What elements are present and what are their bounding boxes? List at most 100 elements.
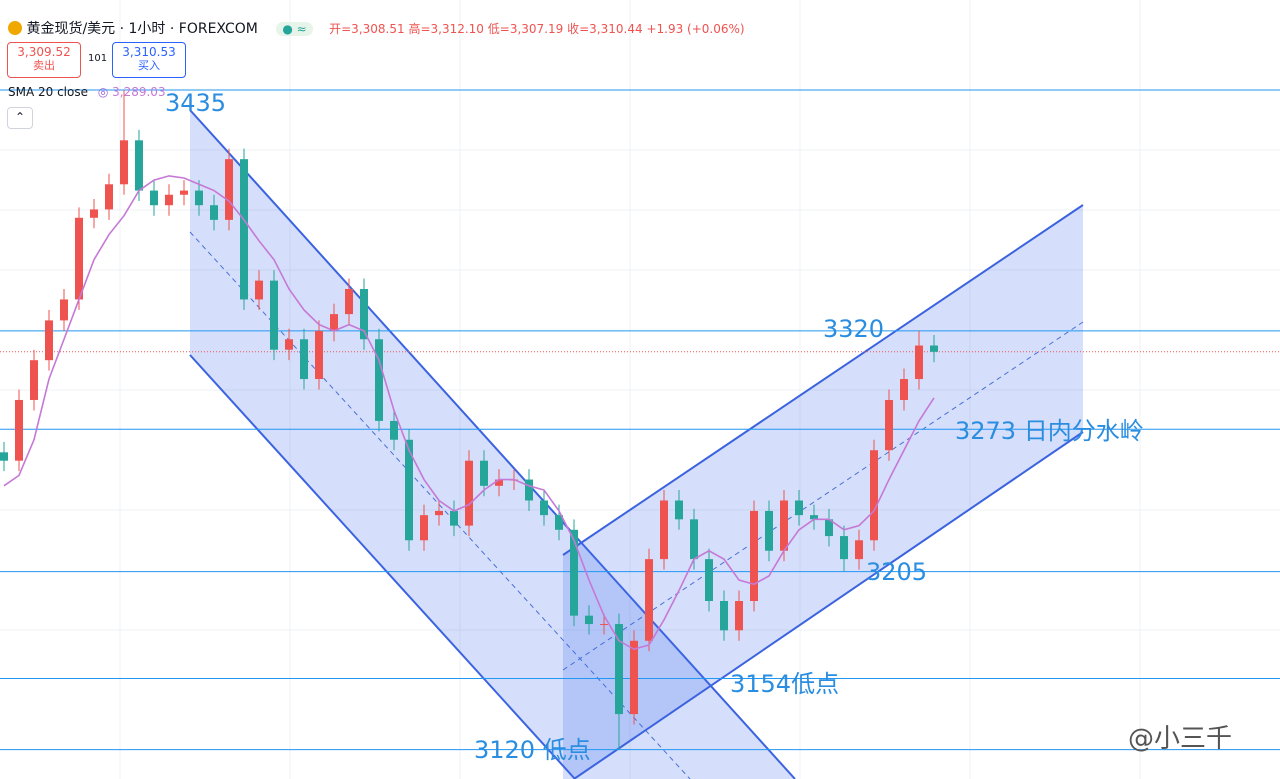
candle-body	[240, 159, 248, 300]
candle-body	[450, 510, 458, 526]
level-label: 3320	[823, 315, 884, 343]
spread: 101	[88, 53, 108, 64]
candle-body	[600, 624, 608, 626]
symbol: 黄金现货/美元 · 1小时 · FOREXCOM	[26, 21, 258, 37]
candle-body	[615, 624, 623, 715]
level-label: 3205	[866, 558, 927, 586]
candle-body	[270, 280, 278, 350]
channel-line	[573, 431, 1084, 779]
up-channel	[563, 205, 1083, 779]
candle-body	[405, 439, 413, 541]
candle-body	[780, 500, 788, 551]
candle-body	[585, 615, 593, 625]
level-label: 3154低点	[730, 670, 839, 698]
candle-body	[930, 345, 938, 352]
candle-body	[330, 314, 338, 331]
change: +1.93 (+0.06%)	[646, 22, 745, 36]
close: 收=3,310.44	[567, 22, 643, 36]
candle-body	[915, 345, 923, 380]
high: 高=3,312.10	[408, 22, 484, 36]
buy-button[interactable]: 3,310.53 买入	[112, 42, 186, 78]
sell-button[interactable]: 3,309.52 卖出	[7, 42, 81, 78]
low: 低=3,307.19	[487, 22, 564, 36]
candle-body	[135, 140, 143, 191]
collapse-button[interactable]: ⌃	[7, 107, 33, 129]
candle-body	[30, 360, 38, 400]
channel-line	[189, 109, 796, 779]
watermark: @小三千	[1128, 724, 1233, 754]
candle-body	[840, 536, 848, 560]
candle-body	[750, 510, 758, 602]
candles	[0, 90, 938, 750]
candle-body	[885, 399, 893, 451]
candle-body	[375, 339, 383, 421]
candle-body	[60, 299, 68, 321]
candle-body	[360, 288, 368, 340]
candle-body	[75, 217, 83, 300]
candle-body	[390, 420, 398, 440]
candle-body	[555, 515, 563, 530]
candle-body	[810, 515, 818, 520]
candle-body	[255, 280, 263, 300]
buy-price: 3,310.53	[122, 45, 176, 59]
candle-body	[690, 519, 698, 560]
candle-body	[705, 559, 713, 602]
indicator: SMA 20 close	[8, 85, 88, 99]
candle-body	[420, 515, 428, 541]
level-label: 3273 日内分水岭	[955, 417, 1144, 445]
sma-line	[3, 175, 935, 651]
candle-body	[540, 500, 548, 516]
candle-body	[525, 479, 533, 501]
level-label: 3435	[165, 89, 226, 117]
channel-mid	[189, 231, 691, 779]
candle-body	[195, 190, 203, 206]
candle-body	[285, 339, 293, 350]
sell-label: 卖出	[33, 59, 55, 72]
candle-body	[735, 601, 743, 631]
symbol-icon	[8, 21, 22, 35]
indicator-icon[interactable]: ◎	[97, 85, 109, 99]
candle-body	[180, 190, 188, 195]
candle-body	[480, 460, 488, 486]
candle-body	[660, 500, 668, 560]
sell-price: 3,309.52	[17, 45, 71, 59]
indicator-row: SMA 20 close ◎ 3,289.03	[8, 85, 166, 99]
candle-body	[345, 288, 353, 315]
channel-line	[189, 354, 576, 779]
candle-body	[900, 379, 908, 400]
level-label: 3120 低点	[474, 736, 591, 764]
status-badge[interactable]: ● ≈	[276, 22, 313, 36]
indicator-value: 3,289.03	[112, 85, 166, 99]
candle-body	[165, 194, 173, 206]
candle-body	[645, 559, 653, 641]
candle-body	[90, 209, 98, 218]
candle-body	[870, 450, 878, 541]
level-labels: 3435 3320 3273 日内分水岭 3205 3154低点 3120 低点	[165, 89, 1144, 764]
open: 开=3,308.51	[329, 22, 405, 36]
candle-body	[225, 159, 233, 220]
ohlc: 开=3,308.51 高=3,312.10 低=3,307.19 收=3,310…	[329, 22, 744, 36]
levels	[0, 89, 1280, 751]
candle-body	[795, 500, 803, 516]
candle-body	[105, 184, 113, 210]
candle-body	[300, 339, 308, 380]
candle-body	[720, 601, 728, 631]
candle-body	[210, 205, 218, 220]
candle-body	[150, 190, 158, 206]
candle-body	[315, 330, 323, 380]
candle-body	[120, 140, 128, 185]
channel-line	[562, 204, 1084, 556]
candle-body	[15, 399, 23, 461]
symbol-row: 黄金现货/美元 · 1小时 · FOREXCOM ● ≈ 开=3,308.51 …	[8, 18, 745, 38]
candle-body	[570, 529, 578, 616]
candle-body	[825, 519, 833, 537]
candle-body	[630, 640, 638, 715]
candle-body	[495, 479, 503, 486]
candle-body	[45, 320, 53, 361]
candle-body	[0, 452, 8, 461]
candle-body	[435, 510, 443, 516]
buy-label: 买入	[138, 59, 160, 72]
